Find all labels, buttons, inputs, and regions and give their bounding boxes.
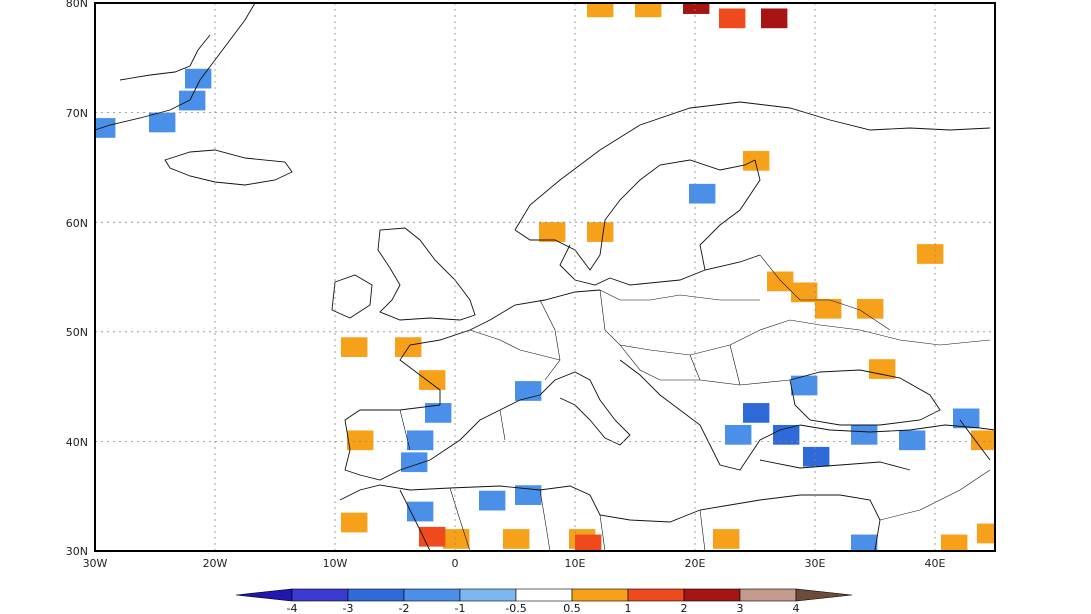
anomaly-cell — [869, 359, 896, 379]
lat-label-40n: 40N — [66, 436, 88, 449]
colorbar-label-m1: -1 — [455, 602, 466, 614]
anomaly-cell — [851, 534, 878, 551]
anomaly-cell — [407, 430, 434, 451]
colorbar-label-p4: 4 — [793, 602, 800, 614]
anomaly-cell — [587, 3, 614, 18]
coastlines — [95, 3, 995, 551]
colorbar-segment — [291, 588, 349, 602]
anomaly-cell — [503, 529, 530, 549]
graticule — [95, 3, 995, 551]
lon-label-10w: 10W — [323, 557, 348, 570]
anomaly-cell — [743, 403, 770, 423]
anomaly-cell — [683, 3, 710, 14]
colorbar-label-p3: 3 — [737, 602, 744, 614]
anomaly-cell — [341, 337, 368, 358]
lon-label-10e: 10E — [565, 557, 586, 570]
colorbar-label-p2: 2 — [681, 602, 688, 614]
anomaly-cell — [977, 523, 995, 544]
colorbar-segment — [515, 588, 573, 602]
anomaly-cell — [341, 512, 368, 533]
anomaly-cell — [953, 408, 980, 429]
anomaly-cell — [419, 370, 446, 390]
anomaly-cell — [587, 222, 614, 242]
lon-label-20w: 20W — [203, 557, 228, 570]
lat-label-60n: 60N — [66, 217, 88, 230]
colorbar-label-m05: -0.5 — [505, 602, 526, 614]
anomaly-cell — [761, 8, 788, 29]
anomaly-cell — [803, 446, 830, 467]
country-borders — [399, 254, 991, 551]
colorbar-label-m4: -4 — [287, 602, 298, 614]
colorbar-label-m2: -2 — [399, 602, 410, 614]
anomaly-cell — [479, 490, 506, 511]
lat-label-30n: 30N — [66, 545, 88, 558]
anomaly-cells — [95, 3, 995, 551]
lat-label-50n: 50N — [66, 326, 88, 339]
anomaly-cell — [857, 298, 884, 319]
lat-label-80n: 80N — [66, 0, 88, 10]
anomaly-cell — [689, 183, 716, 204]
anomaly-cell — [851, 424, 878, 445]
anomaly-cell — [443, 529, 470, 549]
colorbar — [235, 588, 853, 602]
anomaly-cell — [635, 3, 662, 18]
anomaly-cell — [815, 298, 842, 319]
anomaly-cell — [179, 90, 206, 111]
anomaly-cell — [743, 150, 770, 171]
anomaly-cell — [149, 112, 176, 133]
anomaly-cell — [515, 485, 542, 505]
lon-label-20e: 20E — [685, 557, 706, 570]
anomaly-cell — [899, 430, 926, 451]
colorbar-segment — [571, 588, 629, 602]
colorbar-segment — [403, 588, 461, 602]
anomaly-cell — [791, 375, 818, 396]
anomaly-cell — [791, 282, 818, 303]
colorbar-label-m3: -3 — [343, 602, 354, 614]
colorbar-arrow-high — [795, 588, 853, 602]
anomaly-cell — [713, 529, 740, 549]
plot-frame — [94, 2, 996, 552]
anomaly-cell — [575, 534, 602, 551]
anomaly-cell — [941, 534, 968, 551]
anomaly-cell — [347, 430, 374, 451]
lon-label-0: 0 — [452, 557, 459, 570]
lat-label-70n: 70N — [66, 107, 88, 120]
anomaly-cell — [719, 8, 746, 29]
colorbar-segment — [459, 588, 517, 602]
colorbar-segment — [683, 588, 741, 602]
colorbar-segment — [739, 588, 797, 602]
colorbar-arrow-low — [235, 588, 293, 602]
anomaly-cell — [917, 244, 944, 264]
anomaly-cell — [725, 424, 752, 445]
lon-label-40e: 40E — [925, 557, 946, 570]
anomaly-cell — [185, 68, 212, 89]
colorbar-segment — [627, 588, 685, 602]
colorbar-label-p05: 0.5 — [563, 602, 581, 614]
anomaly-cell — [425, 403, 452, 423]
anomaly-cell — [539, 222, 566, 242]
anomaly-cell — [95, 118, 116, 138]
colorbar-segment — [347, 588, 405, 602]
anomaly-cell — [971, 430, 995, 451]
lon-label-30w: 30W — [83, 557, 108, 570]
lon-label-30e: 30E — [805, 557, 826, 570]
anomaly-cell — [767, 271, 794, 292]
colorbar-label-p1: 1 — [625, 602, 632, 614]
